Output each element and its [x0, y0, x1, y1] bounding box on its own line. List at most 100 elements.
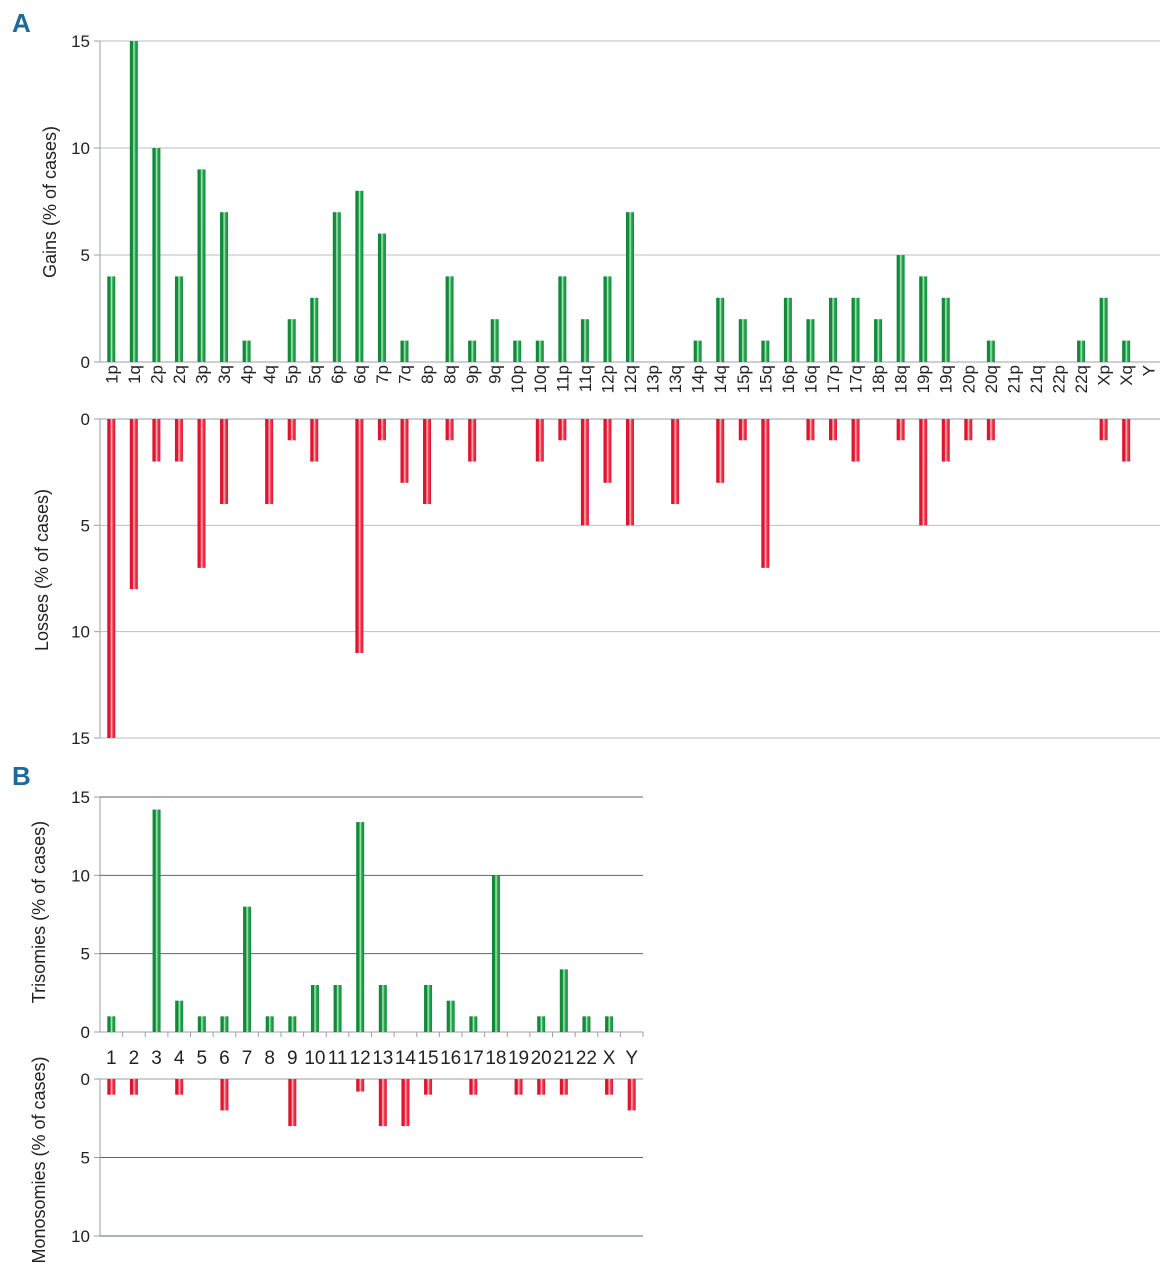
panel-b-bottom-bar-X — [605, 1079, 614, 1095]
panel-a-bottom-bar-17p — [828, 419, 837, 441]
panel-b-x-tick-label: 4 — [174, 1048, 185, 1069]
panel-a-top-bar-5q — [310, 297, 319, 362]
panel-b-top-bar-18 — [491, 875, 500, 1032]
panel-b-x-tick-label: 13 — [372, 1048, 393, 1069]
panel-a-x-tick-label: 15q — [756, 365, 775, 393]
panel-a-bottom-bar-12p — [603, 419, 612, 483]
panel-a-bottom-bar-2p — [152, 419, 161, 462]
panel-a-bottom-bar-15q — [761, 419, 770, 568]
panel-a-x-tick-label: Xp — [1095, 365, 1114, 386]
panel-b-bottom-bar-1 — [107, 1079, 116, 1095]
panel-a-bottom-bar-12q — [626, 419, 634, 526]
panel-a-x-tick-label: 14q — [711, 365, 730, 393]
panel-b-top-bar-6 — [220, 1016, 229, 1032]
panel-a-x-tick-label: 10q — [531, 365, 550, 393]
panel-b-x-tick-label: 15 — [417, 1048, 438, 1069]
panel-b-bottom-bar-21 — [559, 1079, 568, 1095]
panel-a-top-bar-8q — [445, 276, 454, 362]
panel-a-top-bar-Xq — [1122, 340, 1131, 362]
panel-a-bottom-bar-Xp — [1099, 419, 1108, 441]
panel-a-x-tick-label: 4q — [260, 365, 279, 384]
panel-b-x-tick-label: 19 — [508, 1048, 529, 1069]
panel-a-bottom-bar-11q — [580, 419, 589, 526]
panel-a-bottom-bar-1q — [129, 419, 138, 590]
panel-b-x-tick-label: 1 — [106, 1048, 117, 1069]
panel-b-bottom-bar-19 — [514, 1079, 523, 1095]
panel-a-x-tick-label: 6q — [350, 365, 369, 384]
panel-a-x-tick-label: 2q — [170, 365, 189, 384]
panel-a-bottom-bar-17q — [851, 419, 860, 462]
panel-b-x-tick-label: 21 — [553, 1048, 574, 1069]
panel-a-top-bar-4p — [242, 340, 251, 362]
panel-a-bottom-bar-3p — [197, 419, 206, 568]
panel-b-top-bar-3 — [152, 809, 161, 1032]
panel-a-x-tick-label: Xq — [1117, 365, 1136, 386]
panel-a-top-bar-1q — [129, 41, 138, 362]
monosomies-axis-label: Monosomies (% of cases) — [29, 1056, 49, 1263]
panel-a-top-bar-7q — [400, 340, 409, 362]
panel-b-bottom-bar-9 — [288, 1079, 297, 1127]
panel-b-top-y-tick-label: 0 — [81, 1023, 90, 1042]
panel-b-bottom-bar-4 — [175, 1079, 184, 1095]
panel-b-x-tick-label: 20 — [531, 1048, 552, 1069]
panel-a-x-tick-label: 8q — [441, 365, 460, 384]
panel-a-bottom-bar-18q — [896, 419, 905, 441]
panel-b-x-tick-label: 16 — [440, 1048, 461, 1069]
panel-b-x-tick-label: 2 — [129, 1048, 140, 1069]
panel-b-top-bar-13 — [378, 985, 387, 1032]
panel-a-bottom-bar-5p — [287, 419, 296, 441]
panel-a-top-bar-16p — [783, 297, 792, 362]
panel-a-top-bar-12p — [603, 276, 612, 362]
panel-a-x-tick-label: 11q — [576, 365, 595, 392]
panel-label-a: A — [12, 8, 31, 38]
panel-b-top-bar-7 — [243, 906, 252, 1032]
panel-a-top-y-tick-label: 0 — [81, 353, 90, 372]
panel-a-x-tick-label: 18p — [869, 365, 888, 393]
panel-a-bottom-bar-2q — [174, 419, 183, 462]
panel-a-x-tick-label: 6p — [328, 365, 347, 384]
panel-b-bottom-y-tick-label: 5 — [81, 1149, 90, 1168]
panel-b-top-y-tick-label: 15 — [71, 788, 90, 807]
panel-a-top-bar-10q — [535, 340, 544, 362]
panel-a-x-tick-label: 22q — [1072, 365, 1091, 393]
panel-b-top-bar-17 — [469, 1016, 478, 1032]
panel-b-x-tick-label: X — [603, 1048, 616, 1069]
panel-b-top-bar-X — [605, 1016, 614, 1032]
panel-a-bottom-bar-4q — [265, 419, 274, 505]
panel-b-x-tick-label: Y — [625, 1048, 638, 1069]
panel-a-top-bar-5p — [287, 319, 296, 362]
panel-b-x-tick-label: 7 — [242, 1048, 253, 1069]
panel-a-x-tick-label: 21p — [1004, 365, 1023, 393]
panel-a-x-tick-label: 12q — [621, 365, 640, 393]
panel-a-x-tick-label: 14p — [689, 365, 708, 393]
panel-a-x-tick-label: 5p — [283, 365, 302, 384]
panel-a-x-tick-label: 1q — [125, 365, 144, 384]
panel-a-top-bar-19p — [919, 276, 928, 362]
panel-a-x-tick-label: 3p — [192, 365, 211, 384]
panel-a-top-bar-14q — [716, 297, 725, 362]
panel-b-x-tick-label: 12 — [350, 1048, 371, 1069]
panel-a-top-bar-Xp — [1099, 297, 1108, 362]
panel-b-x-tick-label: 9 — [287, 1048, 298, 1069]
panel-a-top-bar-15q — [761, 340, 770, 362]
panel-b-x-tick-label: 5 — [197, 1048, 208, 1069]
panel-a-top-bar-17q — [851, 297, 860, 362]
panel-a-top-y-tick-label: 5 — [81, 246, 90, 265]
panel-a-x-tick-label: 13p — [644, 365, 663, 393]
panel-b-top-bar-16 — [446, 1000, 455, 1032]
panel-b-x-tick-label: 14 — [395, 1048, 417, 1069]
panel-b-bottom-bar-6 — [220, 1079, 229, 1111]
panel-a-x-tick-label: 20p — [959, 365, 978, 393]
panel-a-top-y-tick-label: 15 — [71, 32, 90, 51]
panel-a-top-bar-11q — [580, 319, 589, 362]
panel-a-top-bar-6p — [332, 212, 341, 362]
panel-a-bottom-y-tick-label: 15 — [71, 729, 90, 748]
panel-a-bottom-bar-13q — [671, 419, 680, 505]
panel-a-top-bar-3q — [220, 212, 229, 362]
panel-a-x-tick-label: 18q — [892, 365, 911, 393]
panel-a-top-bar-2p — [152, 148, 161, 362]
panel-b-x-tick-label: 6 — [219, 1048, 230, 1069]
panel-b-x-tick-label: 17 — [463, 1048, 484, 1069]
panel-b-top-bar-11 — [333, 985, 342, 1032]
